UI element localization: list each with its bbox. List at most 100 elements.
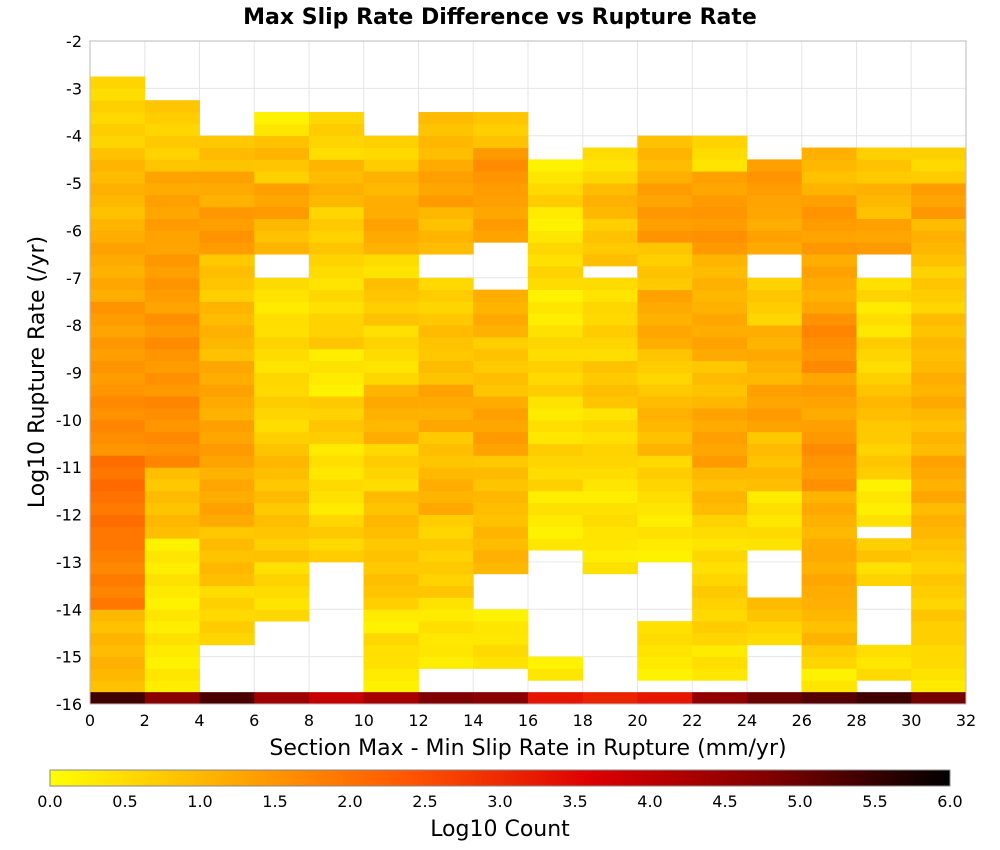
heatmap-cell bbox=[254, 242, 310, 255]
heatmap-cell bbox=[801, 644, 857, 658]
heatmap-cell bbox=[801, 467, 857, 480]
heatmap-cell bbox=[747, 443, 803, 456]
heatmap-cell bbox=[856, 668, 912, 681]
heatmap-cell bbox=[801, 443, 857, 456]
heatmap-cell bbox=[90, 242, 146, 255]
heatmap-cell bbox=[418, 194, 474, 208]
heatmap-cell bbox=[582, 396, 638, 409]
heatmap-cell-bottom bbox=[199, 692, 255, 704]
colorbar-tick-label: 2.0 bbox=[337, 792, 362, 811]
heatmap-cell bbox=[747, 502, 803, 515]
heatmap-cell bbox=[801, 313, 857, 326]
heatmap-cell bbox=[801, 396, 857, 409]
heatmap-cell bbox=[473, 194, 529, 208]
heatmap-cell bbox=[801, 242, 857, 255]
heatmap-cell bbox=[90, 502, 146, 515]
heatmap-cell bbox=[692, 490, 748, 504]
heatmap-cell bbox=[363, 443, 419, 456]
heatmap-cell bbox=[418, 597, 474, 610]
heatmap-cell bbox=[747, 538, 803, 551]
heatmap-cell bbox=[747, 621, 803, 634]
heatmap-cell bbox=[582, 171, 638, 184]
heatmap-cell bbox=[637, 538, 693, 551]
colorbar-tick-label: 3.0 bbox=[487, 792, 512, 811]
heatmap-cell bbox=[801, 384, 857, 397]
heatmap-cell bbox=[309, 171, 365, 184]
heatmap-cell bbox=[90, 218, 146, 231]
heatmap-cell bbox=[856, 502, 912, 515]
heatmap-cell bbox=[363, 159, 419, 172]
plot-area bbox=[89, 40, 967, 705]
heatmap-cell-bottom bbox=[90, 692, 146, 704]
heatmap-cell bbox=[363, 230, 419, 243]
heatmap-cell bbox=[254, 561, 310, 575]
heatmap-cell bbox=[309, 277, 365, 291]
heatmap-cell bbox=[528, 194, 584, 208]
heatmap-cell bbox=[254, 550, 310, 563]
heatmap-cell bbox=[911, 336, 967, 350]
heatmap-cell bbox=[747, 609, 803, 622]
heatmap-cell bbox=[692, 443, 748, 456]
heatmap-cell bbox=[254, 467, 310, 480]
heatmap-cell bbox=[199, 242, 255, 255]
heatmap-cell bbox=[692, 609, 748, 622]
x-tick-label: 18 bbox=[573, 711, 593, 730]
x-tick-label: 10 bbox=[354, 711, 374, 730]
heatmap-cell bbox=[911, 656, 967, 669]
heatmap-cell bbox=[801, 538, 857, 551]
heatmap-cell bbox=[90, 88, 146, 101]
heatmap-cell bbox=[254, 360, 310, 373]
heatmap-cell bbox=[90, 277, 146, 291]
heatmap-cell bbox=[199, 396, 255, 409]
heatmap-cell bbox=[418, 419, 474, 433]
heatmap-cell bbox=[363, 467, 419, 480]
heatmap-cell bbox=[692, 218, 748, 231]
colorbar-tick-label: 1.5 bbox=[262, 792, 287, 811]
colorbar-ticks: 0.0 0.5 1.0 1.5 2.0 2.5 3.0 3.5 4.0 4.5 5.0 5.5 6.0 bbox=[37, 792, 962, 811]
heatmap-cell bbox=[473, 621, 529, 634]
heatmap-cell-bottom bbox=[911, 692, 967, 704]
x-tick-label: 22 bbox=[682, 711, 702, 730]
heatmap-cell bbox=[911, 585, 967, 598]
y-tick-label: -15 bbox=[56, 648, 82, 667]
x-tick-label: 2 bbox=[140, 711, 150, 730]
heatmap-cell bbox=[911, 372, 967, 385]
heatmap-cell bbox=[418, 479, 474, 492]
heatmap-cell bbox=[692, 526, 748, 539]
heatmap-cell bbox=[692, 538, 748, 551]
heatmap-cell bbox=[144, 336, 200, 350]
heatmap-cell bbox=[692, 147, 748, 160]
heatmap-cell bbox=[473, 313, 529, 326]
heatmap-cell bbox=[254, 514, 310, 527]
x-tick-label: 16 bbox=[518, 711, 538, 730]
heatmap-cell bbox=[801, 550, 857, 563]
heatmap-cell bbox=[254, 135, 310, 148]
heatmap-cell bbox=[911, 171, 967, 184]
heatmap-cell bbox=[363, 680, 419, 693]
heatmap-cell bbox=[637, 313, 693, 326]
heatmap-cell bbox=[90, 431, 146, 444]
heatmap-cell bbox=[528, 372, 584, 385]
heatmap-cell bbox=[363, 490, 419, 504]
heatmap-cell bbox=[199, 135, 255, 148]
heatmap-cell-bottom bbox=[418, 692, 474, 704]
heatmap-cell bbox=[528, 336, 584, 350]
heatmap-cell bbox=[418, 561, 474, 575]
heatmap-cell bbox=[418, 171, 474, 184]
heatmap-cell bbox=[418, 325, 474, 338]
heatmap-cell bbox=[144, 289, 200, 302]
heatmap-cell bbox=[473, 538, 529, 551]
heatmap-cell bbox=[856, 514, 912, 527]
heatmap-cell bbox=[473, 419, 529, 433]
heatmap-cell bbox=[254, 313, 310, 326]
heatmap-cell bbox=[856, 419, 912, 433]
heatmap-cell bbox=[363, 585, 419, 598]
heatmap-cell bbox=[856, 656, 912, 669]
heatmap-cell bbox=[90, 135, 146, 148]
heatmap-cell bbox=[309, 419, 365, 433]
heatmap-cell bbox=[363, 431, 419, 444]
heatmap-cell bbox=[309, 112, 365, 125]
heatmap-cell bbox=[254, 123, 310, 137]
heatmap-cell bbox=[254, 277, 310, 291]
heatmap-cell bbox=[309, 372, 365, 385]
